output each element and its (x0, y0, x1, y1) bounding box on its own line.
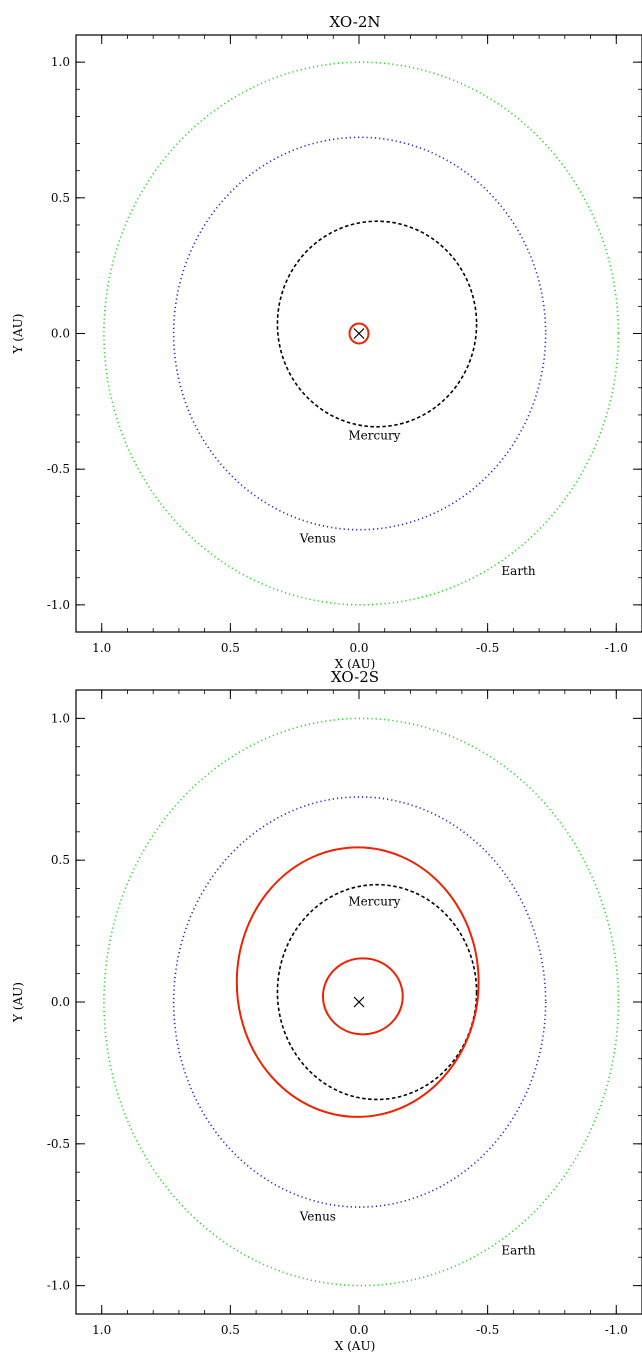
orbit-venus (172, 136, 547, 531)
orbit-label-venus: Venus (299, 531, 336, 545)
orbit-xo-2nb (348, 322, 370, 345)
orbit-mercury (276, 883, 478, 1101)
y-tick-label: -0.5 (47, 1137, 70, 1151)
orbit-mercury (276, 220, 478, 428)
y-tick-label: -0.5 (47, 462, 70, 476)
panel-xo-2s: XO-2S Earth Venus Mercury 1.0 0.5 0.0 -0.5 -1.0 1… (11, 668, 642, 1353)
x-tick-label: 1.0 (92, 1323, 111, 1337)
orbit-label-earth: Earth (501, 564, 535, 578)
star-marker (353, 996, 365, 1008)
panel-xo-2n: XO-2N Earth Venus Mercury 1.0 0.5 0.0 -0.5 -1.0 1… (11, 13, 642, 671)
y-tick-label: 0.5 (51, 853, 70, 867)
x-tick-label: -0.5 (476, 1323, 499, 1337)
x-tick-label: 0.0 (349, 1323, 368, 1337)
orbit-label-mercury: Mercury (348, 895, 400, 909)
orbit-label-earth: Earth (501, 1243, 535, 1257)
x-tick-label: 0.5 (221, 1323, 240, 1337)
orbit-earth (103, 61, 620, 606)
y-tick-label: 1.0 (51, 55, 70, 69)
chart-title: XO-2N (330, 13, 381, 31)
x-tick-label: -1.0 (605, 641, 628, 655)
y-tick-label: 1.0 (51, 711, 70, 725)
orbit-xo-2sb (321, 957, 404, 1036)
x-tick-label: 0.5 (221, 641, 240, 655)
x-axis-label: X (AU) (335, 657, 376, 671)
x-tick-label: -0.5 (476, 641, 499, 655)
y-tick-label: -1.0 (47, 598, 70, 612)
star-marker (353, 328, 365, 339)
y-axis-label: Y (AU) (11, 314, 25, 355)
orbit-label-mercury: Mercury (348, 428, 400, 442)
x-tick-label: 0.0 (349, 641, 368, 655)
y-tick-label: 0.0 (51, 995, 70, 1009)
y-tick-label: 0.5 (51, 191, 70, 205)
y-tick-label: -1.0 (47, 1279, 70, 1293)
x-tick-label: 1.0 (92, 641, 111, 655)
y-tick-label: 0.0 (51, 327, 70, 341)
orbit-venus (172, 796, 547, 1208)
x-axis-label: X (AU) (335, 1339, 376, 1353)
y-axis-label: Y (AU) (11, 982, 25, 1023)
chart-title: XO-2S (331, 668, 379, 686)
orbit-label-venus: Venus (299, 1209, 336, 1223)
orbit-earth (103, 717, 620, 1287)
orbit-xo-2sc (235, 846, 480, 1118)
x-tick-label: -1.0 (605, 1323, 628, 1337)
